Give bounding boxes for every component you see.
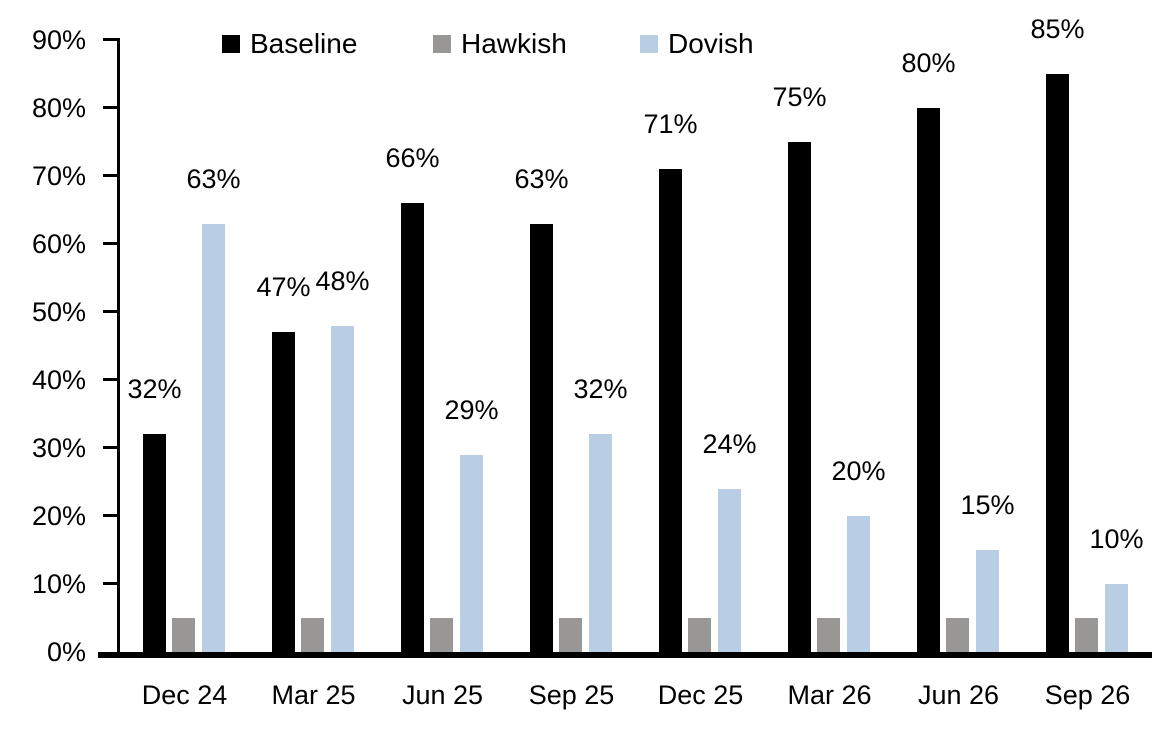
y-axis-tick bbox=[103, 38, 117, 41]
x-axis-line bbox=[98, 652, 1152, 658]
value-label-baseline-dec-25: 71% bbox=[643, 109, 698, 139]
x-axis-label: Mar 25 bbox=[271, 680, 356, 710]
y-axis-tick bbox=[103, 378, 117, 381]
bar-dovish-dec-25 bbox=[718, 489, 741, 652]
legend-item-hawkish: Hawkish bbox=[433, 30, 567, 58]
x-axis-label: Sep 25 bbox=[528, 680, 615, 710]
bar-baseline-dec-24 bbox=[143, 434, 166, 652]
bar-hawkish-dec-25 bbox=[688, 618, 711, 652]
bar-baseline-jun-25 bbox=[401, 203, 424, 652]
legend-item-dovish: Dovish bbox=[640, 30, 754, 58]
x-axis-label: Dec 25 bbox=[657, 680, 744, 710]
legend-label-dovish: Dovish bbox=[668, 28, 754, 59]
x-axis-label: Dec 24 bbox=[141, 680, 228, 710]
value-label-baseline-jun-25: 66% bbox=[385, 143, 440, 173]
bar-dovish-jun-26 bbox=[976, 550, 999, 652]
value-label-baseline-sep-26: 85% bbox=[1030, 14, 1085, 44]
legend-label-hawkish: Hawkish bbox=[461, 28, 567, 59]
legend-item-baseline: Baseline bbox=[222, 30, 357, 58]
bar-baseline-sep-25 bbox=[530, 224, 553, 652]
y-axis-label: 70% bbox=[31, 161, 86, 191]
y-axis-tick bbox=[103, 446, 117, 449]
legend-swatch-hawkish-icon bbox=[433, 35, 451, 53]
y-axis-line bbox=[117, 38, 120, 652]
y-axis-label: 30% bbox=[31, 433, 86, 463]
y-axis-tick bbox=[103, 514, 117, 517]
value-label-dovish-jun-25: 29% bbox=[444, 395, 499, 425]
x-axis-label: Jun 25 bbox=[401, 680, 484, 710]
value-label-baseline-mar-25: 47% bbox=[256, 272, 311, 302]
bar-hawkish-mar-26 bbox=[817, 618, 840, 652]
bar-hawkish-sep-26 bbox=[1075, 618, 1098, 652]
bar-dovish-sep-26 bbox=[1105, 584, 1128, 652]
y-axis-tick bbox=[103, 106, 117, 109]
value-label-dovish-mar-25: 48% bbox=[315, 266, 370, 296]
value-label-baseline-mar-26: 75% bbox=[772, 82, 827, 112]
value-label-dovish-mar-26: 20% bbox=[831, 456, 886, 486]
value-label-baseline-jun-26: 80% bbox=[901, 48, 956, 78]
bar-hawkish-mar-25 bbox=[301, 618, 324, 652]
value-label-dovish-dec-24: 63% bbox=[186, 164, 241, 194]
legend: Baseline Hawkish Dovish bbox=[0, 0, 1152, 70]
x-axis-label: Mar 26 bbox=[787, 680, 872, 710]
legend-swatch-baseline-icon bbox=[222, 35, 240, 53]
y-axis-tick bbox=[103, 242, 117, 245]
value-label-baseline-dec-24: 32% bbox=[127, 374, 182, 404]
bar-baseline-mar-25 bbox=[272, 332, 295, 652]
bar-hawkish-jun-25 bbox=[430, 618, 453, 652]
bar-baseline-mar-26 bbox=[788, 142, 811, 652]
bar-baseline-dec-25 bbox=[659, 169, 682, 652]
bar-dovish-mar-25 bbox=[331, 326, 354, 652]
y-axis-label: 10% bbox=[31, 569, 86, 599]
value-label-dovish-dec-25: 24% bbox=[702, 429, 757, 459]
y-axis-label: 40% bbox=[31, 365, 86, 395]
y-axis-label: 80% bbox=[31, 93, 86, 123]
bar-baseline-sep-26 bbox=[1046, 74, 1069, 652]
y-axis-label: 60% bbox=[31, 229, 86, 259]
y-axis-label: 90% bbox=[31, 25, 86, 55]
bar-baseline-jun-26 bbox=[917, 108, 940, 652]
x-axis-label: Jun 26 bbox=[917, 680, 1000, 710]
bar-dovish-jun-25 bbox=[460, 455, 483, 652]
bar-dovish-mar-26 bbox=[847, 516, 870, 652]
value-label-baseline-sep-25: 63% bbox=[514, 164, 569, 194]
y-axis-tick bbox=[103, 174, 117, 177]
bar-hawkish-dec-24 bbox=[172, 618, 195, 652]
y-axis-label: 0% bbox=[46, 637, 86, 667]
x-axis-label: Sep 26 bbox=[1044, 680, 1131, 710]
bar-dovish-sep-25 bbox=[589, 434, 612, 652]
y-axis-label: 20% bbox=[31, 501, 86, 531]
legend-label-baseline: Baseline bbox=[250, 28, 358, 59]
value-label-dovish-jun-26: 15% bbox=[960, 490, 1015, 520]
bar-hawkish-jun-26 bbox=[946, 618, 969, 652]
value-label-dovish-sep-26: 10% bbox=[1089, 524, 1144, 554]
y-axis-tick bbox=[103, 310, 117, 313]
bar-dovish-dec-24 bbox=[202, 224, 225, 652]
legend-swatch-dovish-icon bbox=[640, 35, 658, 53]
y-axis-tick bbox=[103, 582, 117, 585]
y-axis-label: 50% bbox=[31, 297, 86, 327]
value-label-dovish-sep-25: 32% bbox=[573, 374, 628, 404]
bar-hawkish-sep-25 bbox=[559, 618, 582, 652]
